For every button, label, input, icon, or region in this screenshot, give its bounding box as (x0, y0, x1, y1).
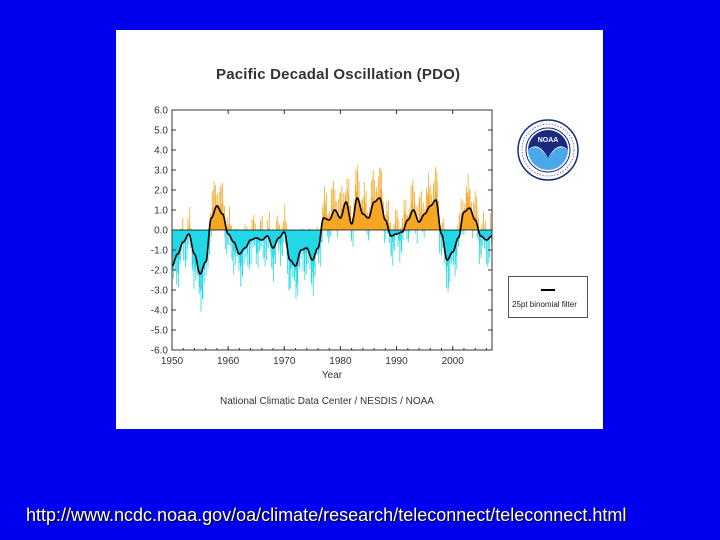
y-tick-label: 2.0 (154, 186, 168, 197)
y-tick-label: 0.0 (154, 226, 168, 237)
y-tick-label: -2.0 (151, 266, 169, 277)
filter-line (171, 197, 493, 275)
y-tick-label: -5.0 (151, 326, 169, 337)
legend-label: 25pt binomial filter (512, 300, 577, 309)
y-tick-label: -3.0 (151, 286, 169, 297)
legend: 25pt binomial filter (508, 276, 588, 318)
x-tick-label: 1970 (273, 356, 296, 367)
y-tick-label: 4.0 (154, 146, 168, 157)
y-tick-label: -4.0 (151, 306, 169, 317)
source-url: http://www.ncdc.noaa.gov/oa/climate/rese… (26, 505, 627, 525)
x-tick-label: 2000 (442, 356, 465, 367)
y-tick-label: -1.0 (151, 246, 169, 257)
x-tick-label: 1950 (161, 356, 184, 367)
negative-area (172, 230, 492, 274)
legend-line-swatch (541, 289, 555, 291)
noaa-logo-text: NOAA (538, 137, 559, 144)
positive-area (172, 198, 492, 230)
chart-plot: 6.0 5.0 4.0 3.0 2.0 1.0 0.0 -1.0 -2.0 -3.0 -4.0 -5.… (151, 106, 493, 381)
y-tick-label: 5.0 (154, 126, 168, 137)
y-tick-label: 6.0 (154, 106, 168, 117)
chart-title: Pacific Decadal Oscillation (PDO) (216, 66, 461, 83)
x-tick-label: 1960 (217, 356, 240, 367)
x-tick-label: 1980 (329, 356, 352, 367)
chart-panel: Pacific Decadal Oscillation (PDO) 6.0 5.0… (116, 30, 603, 429)
y-tick-label: 3.0 (154, 166, 168, 177)
y-tick-label: -6.0 (151, 346, 169, 357)
credit-text: National Climatic Data Center / NESDIS /… (220, 396, 434, 407)
y-tick-label: 1.0 (154, 206, 168, 217)
x-tick-label: 1990 (385, 356, 408, 367)
noaa-logo-icon: NOAA (517, 119, 579, 181)
x-axis-label: Year (322, 370, 343, 381)
